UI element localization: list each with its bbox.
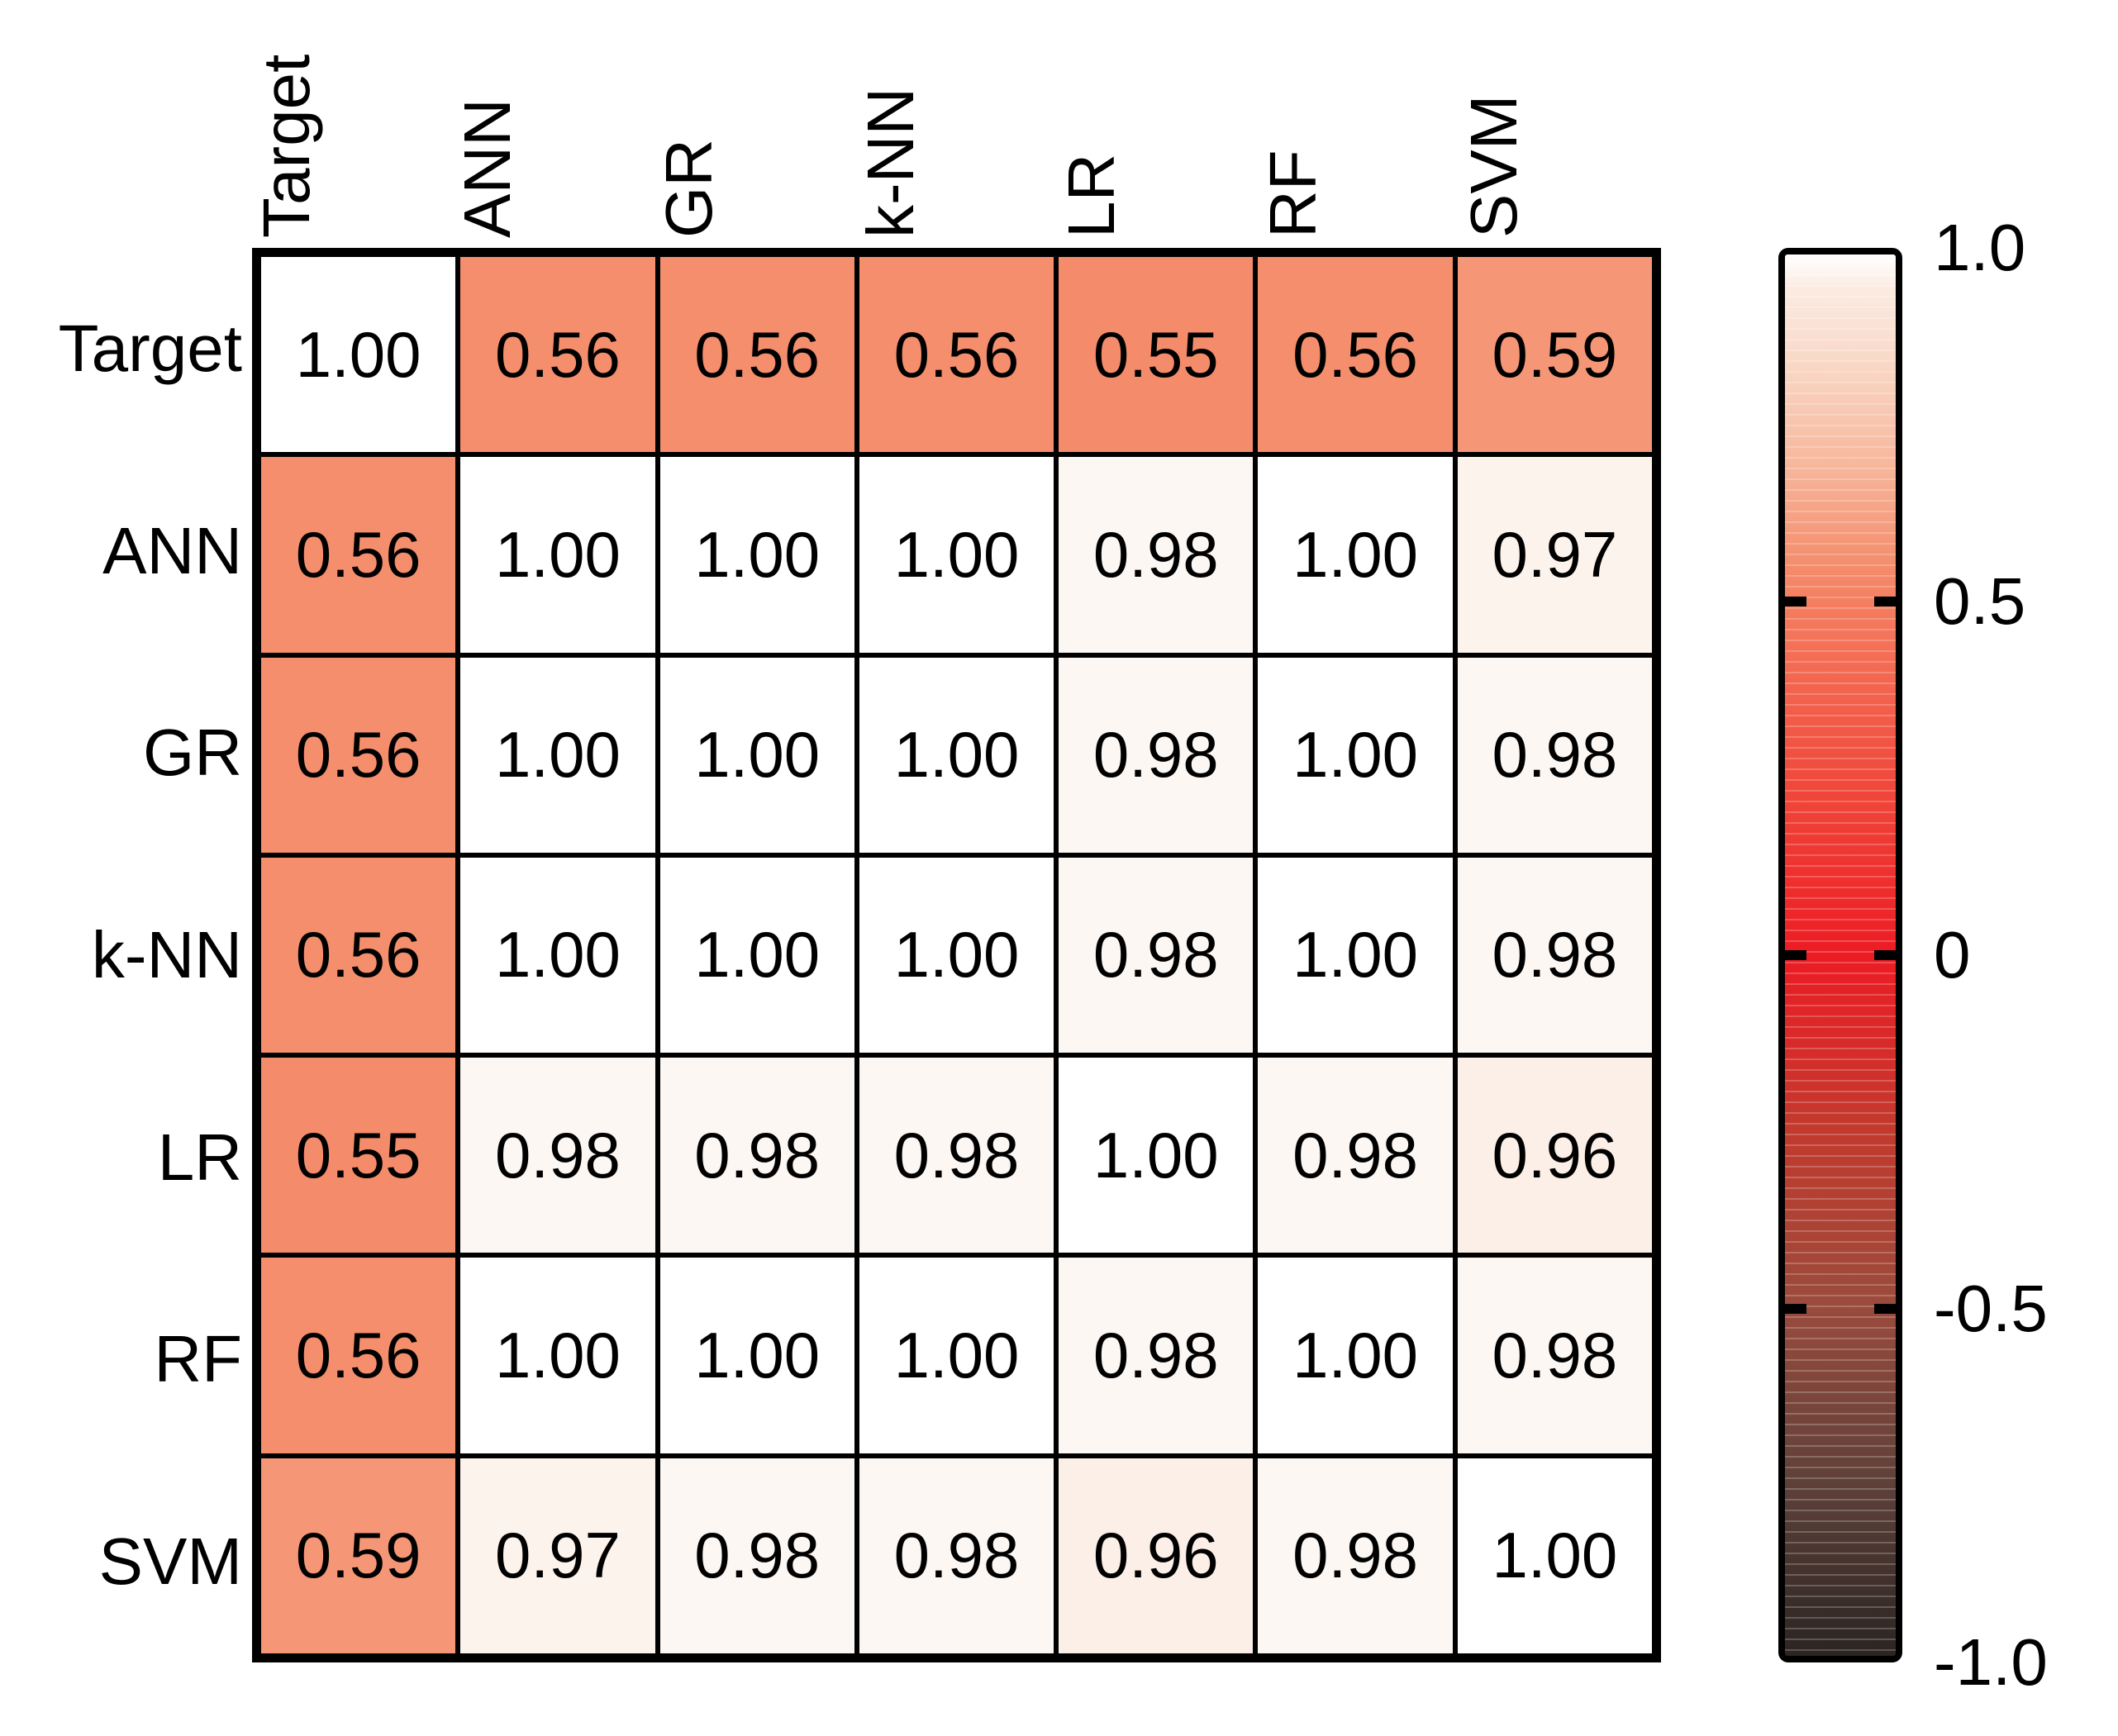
heatmap-cell: 0.56 xyxy=(657,254,857,455)
heatmap-matrix: 1.00 0.56 0.56 0.56 0.55 0.56 0.59 0.56 1.00 1.00… xyxy=(252,248,1661,1662)
column-label: RF xyxy=(1255,150,1330,238)
heatmap-cell: 1.00 xyxy=(259,254,459,455)
heatmap-cell: 0.56 xyxy=(458,254,658,455)
row-label: k-NN xyxy=(91,918,242,992)
column-label: SVM xyxy=(1457,94,1531,238)
heatmap-cell: 0.98 xyxy=(1056,454,1256,655)
heatmap-cell: 0.59 xyxy=(1454,254,1654,455)
heatmap-cell: 1.00 xyxy=(1255,1255,1455,1456)
column-label: GR xyxy=(651,139,726,238)
column-label: k-NN xyxy=(853,87,927,238)
heatmap-cell: 0.56 xyxy=(259,454,459,655)
column-label: LR xyxy=(1054,153,1129,238)
row-label: LR xyxy=(157,1120,242,1194)
heatmap-cell: 1.00 xyxy=(657,654,857,855)
heatmap-cell: 0.97 xyxy=(1454,454,1654,655)
heatmap-cell: 0.96 xyxy=(1056,1455,1256,1656)
heatmap-cell: 0.97 xyxy=(458,1455,658,1656)
heatmap-cell: 1.00 xyxy=(1056,1055,1256,1256)
heatmap-cell: 1.00 xyxy=(856,454,1057,655)
heatmap-cell: 0.98 xyxy=(657,1455,857,1656)
heatmap-cell: 0.98 xyxy=(1454,1255,1654,1456)
heatmap-cell: 0.98 xyxy=(1056,854,1256,1056)
heatmap-cell: 1.00 xyxy=(1255,654,1455,855)
colorbar-tick-label: 0.5 xyxy=(1934,564,2026,638)
row-label: RF xyxy=(154,1322,242,1396)
heatmap-cell: 1.00 xyxy=(856,1255,1057,1456)
row-label: GR xyxy=(143,716,242,790)
colorbar-tick xyxy=(1874,597,1896,606)
heatmap-cell: 1.00 xyxy=(1454,1455,1654,1656)
heatmap-cell: 0.98 xyxy=(856,1055,1057,1256)
heatmap-cell: 1.00 xyxy=(856,654,1057,855)
heatmap-cell: 0.98 xyxy=(856,1455,1057,1656)
heatmap-cell: 0.56 xyxy=(856,254,1057,455)
heatmap-cell: 1.00 xyxy=(657,854,857,1056)
heatmap-cell: 0.56 xyxy=(1255,254,1455,455)
heatmap-cell: 0.56 xyxy=(259,1255,459,1456)
row-label: ANN xyxy=(102,513,242,587)
row-label: SVM xyxy=(98,1524,242,1598)
heatmap-cell: 0.98 xyxy=(458,1055,658,1256)
colorbar-tick-label: 0 xyxy=(1934,918,1971,992)
heatmap-cell: 0.59 xyxy=(259,1455,459,1656)
colorbar-tick xyxy=(1785,1304,1806,1314)
heatmap-cell: 1.00 xyxy=(458,654,658,855)
heatmap-cell: 1.00 xyxy=(458,1255,658,1456)
heatmap-cell: 0.98 xyxy=(1056,1255,1256,1456)
heatmap-cell: 0.98 xyxy=(1255,1055,1455,1256)
heatmap-cell: 0.56 xyxy=(259,654,459,855)
heatmap-cell: 1.00 xyxy=(1255,854,1455,1056)
heatmap-cell: 1.00 xyxy=(458,854,658,1056)
colorbar-tick xyxy=(1874,950,1896,960)
heatmap-cell: 0.98 xyxy=(1454,854,1654,1056)
heatmap-cell: 0.98 xyxy=(1255,1455,1455,1656)
heatmap-cell: 0.98 xyxy=(657,1055,857,1256)
colorbar-tick-label: 1.0 xyxy=(1934,211,2026,284)
colorbar-tick-label: -1.0 xyxy=(1934,1625,2048,1699)
heatmap-cell: 0.55 xyxy=(259,1055,459,1256)
column-label: Target xyxy=(249,54,323,238)
heatmap-cell: 1.00 xyxy=(856,854,1057,1056)
heatmap-cell: 1.00 xyxy=(1255,454,1455,655)
heatmap-cell: 1.00 xyxy=(458,454,658,655)
heatmap-cell: 0.96 xyxy=(1454,1055,1654,1256)
row-label: Target xyxy=(58,312,242,386)
heatmap-cell: 0.98 xyxy=(1056,654,1256,855)
column-label: ANN xyxy=(450,98,525,238)
heatmap-cell: 0.98 xyxy=(1454,654,1654,855)
colorbar-tick xyxy=(1785,950,1806,960)
heatmap-cell: 0.56 xyxy=(259,854,459,1056)
colorbar-tick-label: -0.5 xyxy=(1934,1272,2048,1345)
heatmap-cell: 1.00 xyxy=(657,454,857,655)
colorbar-tick xyxy=(1785,597,1806,606)
heatmap-cell: 0.55 xyxy=(1056,254,1256,455)
colorbar-tick xyxy=(1874,1304,1896,1314)
heatmap-cell: 1.00 xyxy=(657,1255,857,1456)
